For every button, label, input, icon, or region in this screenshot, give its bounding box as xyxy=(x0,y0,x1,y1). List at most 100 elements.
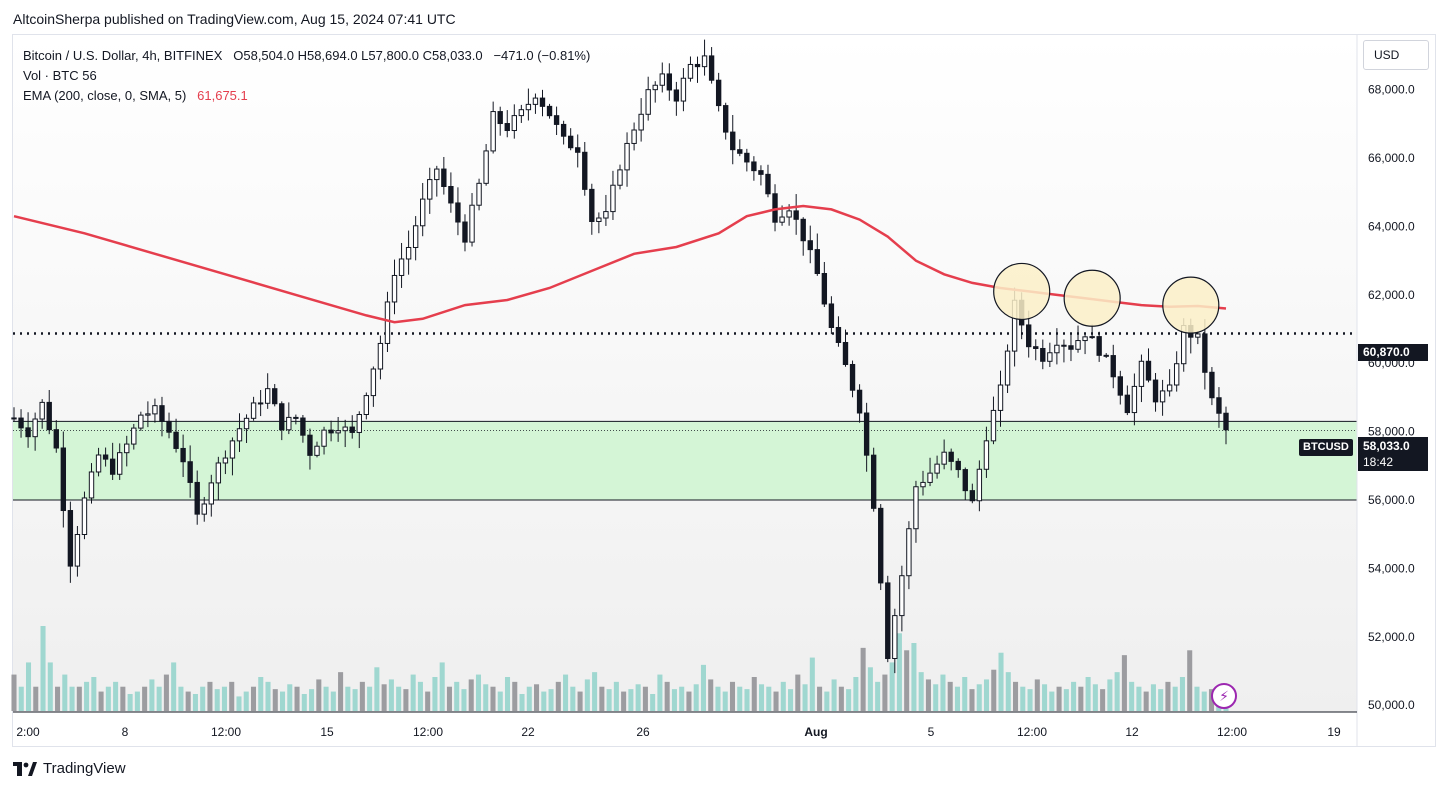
candle-body xyxy=(927,472,933,483)
candle-body xyxy=(1195,333,1201,338)
candle xyxy=(483,144,489,186)
volume-bar xyxy=(962,677,968,711)
candle-body xyxy=(1054,344,1060,354)
candle-body xyxy=(504,123,510,132)
candle xyxy=(758,165,764,186)
volume-bar xyxy=(817,686,823,711)
candle-body xyxy=(553,115,560,125)
candle xyxy=(1004,344,1011,394)
candle-body xyxy=(990,409,997,442)
currency-button[interactable]: USD xyxy=(1363,40,1429,70)
candle-body xyxy=(363,395,370,416)
candle-body xyxy=(1117,376,1123,396)
candle xyxy=(532,93,539,114)
candle-body xyxy=(39,401,45,420)
candle-body xyxy=(652,84,658,91)
volume-bar xyxy=(323,686,329,711)
candle xyxy=(279,401,285,441)
volume-bar xyxy=(526,686,532,711)
candle-body xyxy=(1223,412,1229,431)
candle xyxy=(293,414,299,425)
volume-bar xyxy=(221,686,227,711)
legend-symbol-row: Bitcoin / U.S. Dollar, 4h, BITFINEX O58,… xyxy=(23,46,590,66)
volume-bar xyxy=(309,689,315,711)
legend-symbol[interactable]: Bitcoin / U.S. Dollar, 4h, BITFINEX xyxy=(23,48,223,63)
volume-bar xyxy=(708,679,714,711)
volume-bar xyxy=(991,669,997,711)
lightning-icon[interactable]: ⚡ xyxy=(1211,683,1237,709)
candle xyxy=(1131,373,1138,426)
volume-bar xyxy=(679,686,685,711)
horizontal-levels xyxy=(13,332,1357,501)
volume-bar xyxy=(548,689,554,711)
candle xyxy=(420,182,426,237)
candle-body xyxy=(1202,333,1208,373)
volume-bar xyxy=(425,691,431,711)
candle xyxy=(659,62,665,93)
y-tick-label: 58,000.0 xyxy=(1368,425,1415,439)
candle xyxy=(384,291,391,352)
candle-body xyxy=(1110,355,1116,378)
candle-body xyxy=(272,388,278,405)
legend-ema-value: 61,675.1 xyxy=(197,88,248,103)
candle xyxy=(1124,385,1131,416)
candle-body xyxy=(638,113,644,131)
volume-bar xyxy=(947,681,953,711)
candle xyxy=(335,416,341,442)
candle-body xyxy=(222,457,229,464)
volume-bar xyxy=(483,684,489,711)
candle xyxy=(342,419,348,448)
candle-body xyxy=(469,204,475,243)
volume-bar xyxy=(1165,681,1171,711)
candle-body xyxy=(560,123,567,137)
candle xyxy=(60,431,67,528)
volume-bar xyxy=(142,686,148,711)
candle-body xyxy=(490,111,496,152)
candle-body xyxy=(546,105,553,117)
candle xyxy=(955,458,961,478)
volume-bar xyxy=(171,662,177,711)
candle xyxy=(349,415,355,439)
candle-body xyxy=(779,216,785,223)
volume-bar xyxy=(91,677,97,711)
volume-bar xyxy=(33,686,39,711)
candle-body xyxy=(462,221,468,243)
candle xyxy=(814,233,820,276)
volume-bar xyxy=(490,686,496,711)
candle-body xyxy=(356,414,362,433)
legend-ema-row[interactable]: EMA (200, close, 0, SMA, 5) 61,675.1 xyxy=(23,86,590,106)
y-tick-label: 56,000.0 xyxy=(1368,493,1415,507)
candle xyxy=(553,106,560,135)
candle-body xyxy=(109,458,116,475)
candle xyxy=(455,187,461,236)
candle-body xyxy=(814,249,820,275)
candle-body xyxy=(398,258,405,276)
volume-bar xyxy=(1042,684,1048,711)
candle-body xyxy=(666,73,673,91)
volume-bar xyxy=(541,691,547,711)
legend-volume[interactable]: Vol · BTC 56 xyxy=(23,68,97,83)
volume-bar xyxy=(671,689,677,711)
x-tick-label: 12:00 xyxy=(1217,725,1247,739)
volume-bar xyxy=(156,686,162,711)
candle-body xyxy=(997,384,1004,411)
footer-brand[interactable]: TradingView xyxy=(13,760,126,777)
symbol-tag: BTCUSD xyxy=(1299,439,1353,456)
volume-bar xyxy=(584,679,590,711)
candle xyxy=(88,463,95,504)
volume-bar xyxy=(802,684,808,711)
volume-bar xyxy=(1143,691,1149,711)
volume-bar xyxy=(729,681,736,711)
candle xyxy=(835,316,842,347)
dotted-level-tag: 60,870.0 xyxy=(1358,344,1428,361)
volume-bar xyxy=(933,684,939,711)
candle-body xyxy=(793,210,799,220)
volume-bar xyxy=(330,691,336,711)
candle-body xyxy=(307,434,313,456)
candle xyxy=(1110,344,1116,389)
candle xyxy=(807,225,813,264)
volume-bar xyxy=(280,691,286,711)
candle xyxy=(173,418,179,453)
candle-body xyxy=(596,217,602,222)
